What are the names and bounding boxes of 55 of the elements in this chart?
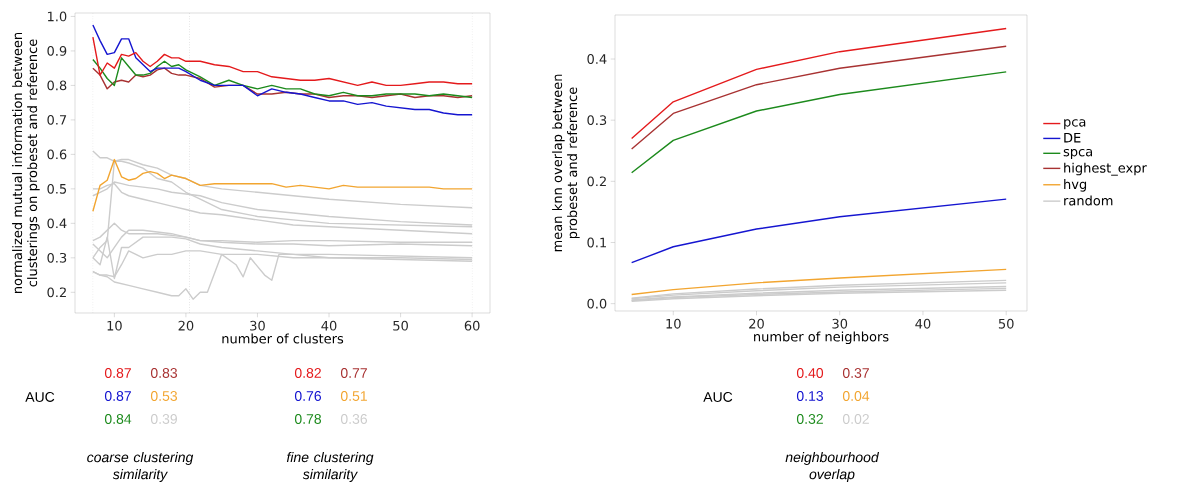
text: 0.13 <box>796 391 824 401</box>
text: AUC <box>25 392 55 402</box>
y-tick-label: 0.6 <box>47 149 67 160</box>
x-axis-title: number of clusters <box>222 333 344 344</box>
y-tick-label: 0.3 <box>587 115 607 126</box>
text: 0.51 <box>340 391 367 401</box>
x-tick-label: 60 <box>464 320 480 331</box>
legend-label: hvg <box>1064 179 1087 192</box>
y-tick-label: 0.4 <box>587 54 607 64</box>
y-tick-label: 0.3 <box>47 252 67 263</box>
x-tick-label: 50 <box>998 318 1014 329</box>
text: 0.82 <box>294 368 321 378</box>
y-tick-label: 0.2 <box>587 176 606 187</box>
y-tick-label: 0.1 <box>587 237 606 248</box>
x-tick-label: 30 <box>250 320 265 331</box>
y-tick-label: 0.4 <box>47 218 67 229</box>
text: 0.32 <box>796 414 823 424</box>
legend-label: spca <box>1063 148 1092 159</box>
text: AUC <box>703 392 733 402</box>
x-tick-label: 10 <box>107 320 122 331</box>
legend-label: pca <box>1064 119 1086 130</box>
y-tick-label: 0.7 <box>47 114 67 125</box>
text: 0.78 <box>294 414 322 424</box>
y-tick-label: 0.5 <box>47 183 67 194</box>
text: 0.37 <box>842 368 869 378</box>
text: 0.83 <box>150 368 178 378</box>
y-axis-title: normalized mutual information between clusterings on probeset and reference <box>12 32 40 293</box>
x-tick-label: 10 <box>666 318 681 329</box>
text: 0.77 <box>340 368 367 378</box>
text: 0.40 <box>796 368 824 378</box>
text: coarse clustering similarity <box>87 451 194 482</box>
y-tick-label: 0.8 <box>47 80 67 91</box>
x-tick-label: 40 <box>321 320 337 331</box>
x-axis-title: number of neighbors <box>754 331 889 345</box>
x-tick-label: 50 <box>393 320 408 331</box>
text: 0.53 <box>150 391 178 401</box>
x-tick-label: 40 <box>915 318 931 329</box>
text: fine clustering similarity <box>286 451 374 482</box>
y-tick-label: 0.9 <box>47 46 67 56</box>
legend-label: highest_expr <box>1064 162 1147 176</box>
y-tick-label: 1.0 <box>47 11 67 22</box>
text: 0.76 <box>294 391 322 401</box>
y-axis-title: mean knn overlap between probeset and reference <box>552 74 580 252</box>
text: 0.04 <box>842 391 870 401</box>
x-tick-label: 20 <box>178 320 194 331</box>
x-tick-label: 30 <box>832 318 848 329</box>
text: 0.84 <box>104 414 132 424</box>
x-tick-label: 20 <box>749 318 764 329</box>
y-tick-label: 0.2 <box>47 287 66 298</box>
text: neighbourhood overlap <box>785 451 880 482</box>
text: 0.87 <box>104 391 131 401</box>
legend-label: DE <box>1064 132 1081 143</box>
y-tick-label: 0.0 <box>587 298 607 309</box>
text: 0.87 <box>104 368 131 378</box>
legend-label: random <box>1064 195 1113 206</box>
